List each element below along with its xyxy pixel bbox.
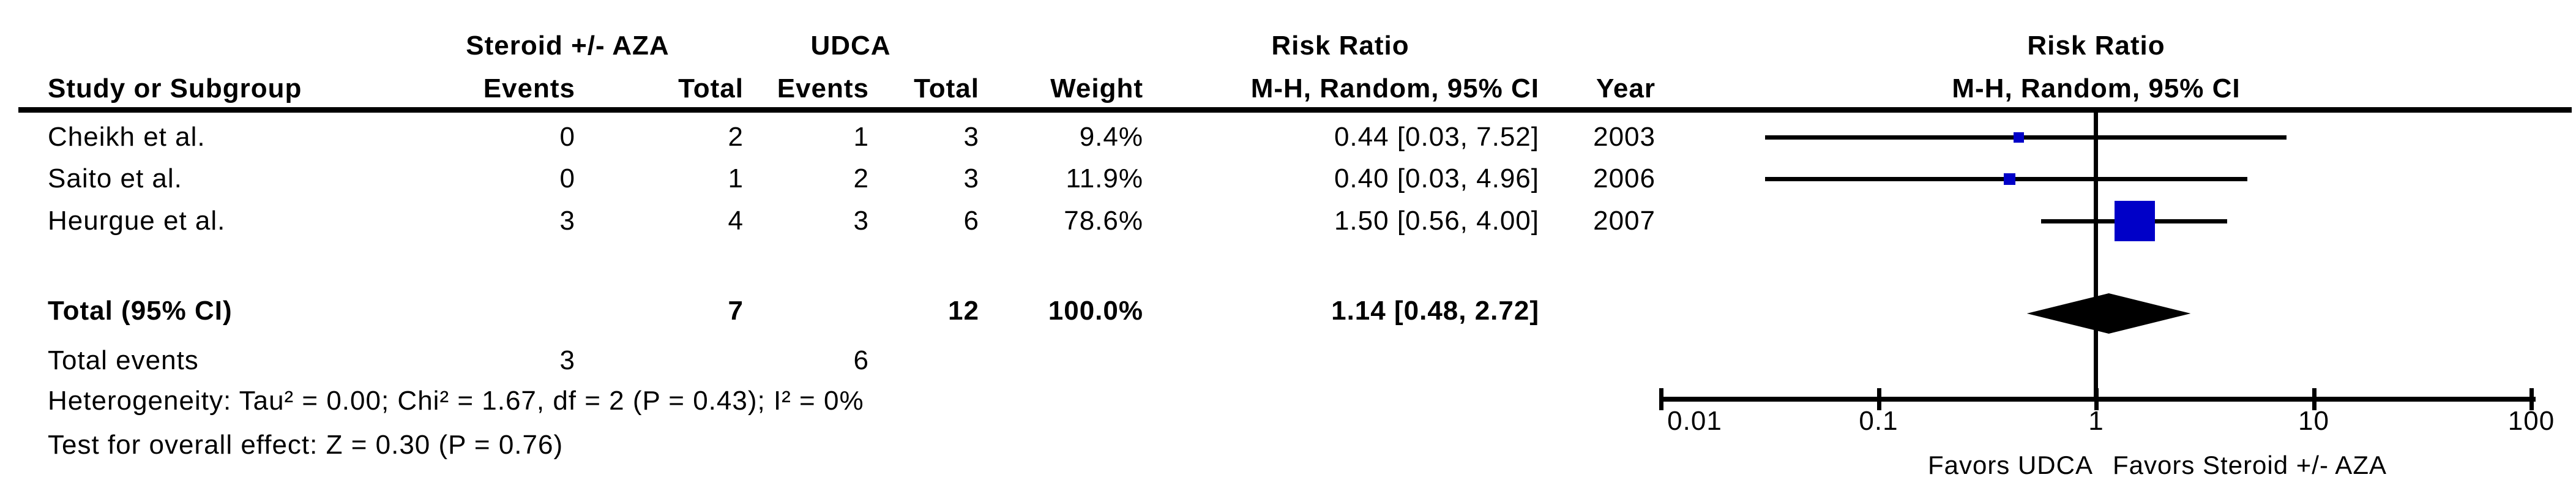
axis-tick-label: 10 bbox=[2298, 406, 2329, 436]
axis-tick-label: 0.01 bbox=[1667, 406, 1722, 436]
total-treatment: 1 bbox=[728, 163, 744, 193]
table-risk-ratio-header: Risk Ratio bbox=[1271, 31, 1409, 61]
study-name: Heurgue et al. bbox=[48, 206, 226, 236]
pooled-effect-diamond bbox=[2026, 293, 2191, 334]
null-effect-line bbox=[2094, 113, 2098, 397]
axis-tick bbox=[1876, 388, 1881, 410]
col-header-year: Year bbox=[1596, 73, 1656, 103]
col-header-study: Study or Subgroup bbox=[48, 73, 302, 103]
axis-tick bbox=[2094, 388, 2099, 410]
total-control: 3 bbox=[963, 163, 979, 193]
axis-tick bbox=[2529, 388, 2534, 410]
total-control: 6 bbox=[963, 206, 979, 236]
total-treatment-sum: 7 bbox=[728, 296, 744, 326]
total-row-label: Total (95% CI) bbox=[48, 296, 233, 326]
group-header-treatment: Steroid +/- AZA bbox=[466, 31, 670, 61]
total-events-treatment: 3 bbox=[559, 345, 575, 375]
col-header-events-treatment: Events bbox=[483, 73, 575, 103]
axis-tick bbox=[1659, 388, 1663, 410]
events-treatment: 0 bbox=[559, 163, 575, 193]
axis-tick-label: 0.1 bbox=[1859, 406, 1898, 436]
favors-treatment-label: Favors Steroid +/- AZA bbox=[2113, 451, 2387, 479]
axis-tick-label: 1 bbox=[2088, 406, 2104, 436]
favors-control-label: Favors UDCA bbox=[1927, 451, 2093, 479]
study-name: Cheikh et al. bbox=[48, 122, 206, 152]
events-control: 1 bbox=[853, 122, 869, 152]
plot-risk-ratio-header: Risk Ratio bbox=[2027, 31, 2165, 61]
events-treatment: 3 bbox=[559, 206, 575, 236]
events-control: 2 bbox=[853, 163, 869, 193]
total-control-sum: 12 bbox=[948, 296, 979, 326]
study-name: Saito et al. bbox=[48, 163, 182, 193]
overall-effect-test: Test for overall effect: Z = 0.30 (P = 0… bbox=[48, 430, 564, 460]
axis-tick bbox=[2312, 388, 2317, 410]
total-weight: 100.0% bbox=[1048, 296, 1143, 326]
total-treatment: 2 bbox=[728, 122, 744, 152]
risk-ratio-ci-value: 1.50 [0.56, 4.00] bbox=[1334, 206, 1539, 236]
col-header-total-treatment: Total bbox=[678, 73, 744, 103]
year-value: 2006 bbox=[1593, 163, 1656, 193]
events-control: 3 bbox=[853, 206, 869, 236]
weight-value: 78.6% bbox=[1064, 206, 1143, 236]
study-weight-square bbox=[2114, 201, 2155, 241]
risk-ratio-ci-value: 0.40 [0.03, 4.96] bbox=[1334, 163, 1539, 193]
events-treatment: 0 bbox=[559, 122, 575, 152]
total-events-label: Total events bbox=[48, 345, 199, 375]
study-weight-square bbox=[2004, 173, 2016, 185]
col-header-events-control: Events bbox=[777, 73, 869, 103]
year-value: 2007 bbox=[1593, 206, 1656, 236]
study-weight-square bbox=[2013, 132, 2024, 143]
total-risk-ratio-ci: 1.14 [0.48, 2.72] bbox=[1331, 296, 1539, 326]
total-events-control: 6 bbox=[853, 345, 869, 375]
year-value: 2003 bbox=[1593, 122, 1656, 152]
study-ci-line bbox=[1764, 135, 2287, 140]
header-rule bbox=[18, 107, 2572, 113]
col-header-total-control: Total bbox=[914, 73, 979, 103]
weight-value: 9.4% bbox=[1079, 122, 1143, 152]
group-header-control: UDCA bbox=[810, 31, 891, 61]
total-treatment: 4 bbox=[728, 206, 744, 236]
col-header-mh-ci: M-H, Random, 95% CI bbox=[1250, 73, 1539, 103]
col-header-weight: Weight bbox=[1050, 73, 1143, 103]
risk-ratio-ci-value: 0.44 [0.03, 7.52] bbox=[1334, 122, 1539, 152]
axis-tick-label: 100 bbox=[2507, 406, 2555, 436]
total-control: 3 bbox=[963, 122, 979, 152]
plot-mh-ci-header: M-H, Random, 95% CI bbox=[1952, 73, 2241, 103]
heterogeneity-stats: Heterogeneity: Tau² = 0.00; Chi² = 1.67,… bbox=[48, 386, 864, 416]
weight-value: 11.9% bbox=[1066, 163, 1143, 193]
